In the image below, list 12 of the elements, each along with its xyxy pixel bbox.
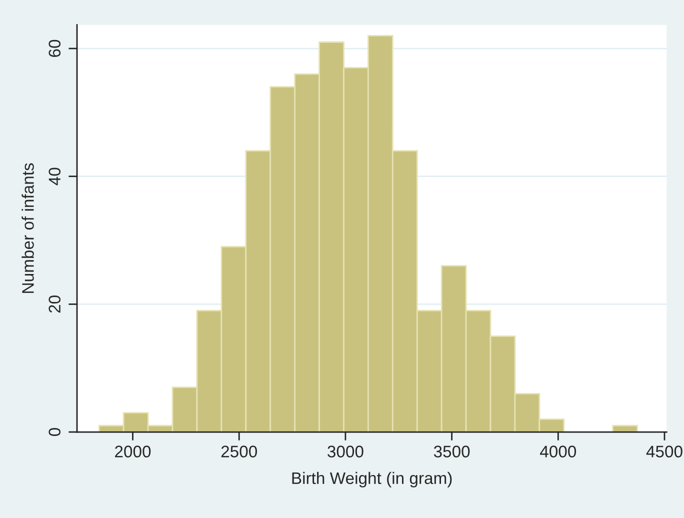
- x-tick-label: 2500: [221, 446, 257, 458]
- x-tick-label: 3500: [434, 446, 470, 458]
- y-tick-label: 40: [48, 168, 61, 186]
- x-tick-label: 4500: [646, 446, 682, 458]
- x-axis-title: Birth Weight (in gram): [292, 472, 452, 488]
- y-axis-title: Number of infants: [22, 163, 34, 293]
- x-tick-label: 4000: [540, 446, 576, 458]
- y-tick-label: 60: [48, 40, 61, 57]
- y-tick-label: 20: [48, 296, 61, 313]
- y-tick-label: 0: [48, 428, 61, 436]
- x-tick-label: 2000: [115, 446, 151, 458]
- x-tick-label: 3000: [328, 446, 364, 458]
